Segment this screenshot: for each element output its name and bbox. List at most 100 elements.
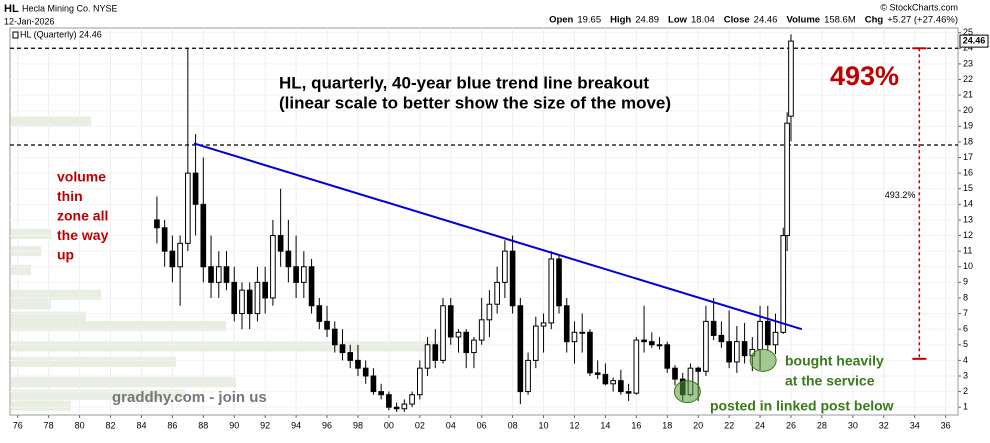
x-tick-label: 82 (106, 420, 116, 430)
x-tick-label: 78 (44, 420, 54, 430)
y-tick-label: 21 (963, 89, 973, 99)
y-tick-label: 19 (963, 121, 973, 131)
candle-body (784, 122, 790, 237)
candle-body (215, 266, 222, 283)
x-tick-label: 30 (848, 420, 858, 430)
quote-value: +5.27 (+27.46%) (887, 15, 958, 26)
candle-body (447, 305, 454, 338)
quote-value: 24.89 (635, 15, 659, 26)
candle-body (563, 305, 570, 343)
candle-body (579, 331, 586, 334)
volume-by-price-bar (11, 377, 236, 388)
candle-body (486, 303, 493, 321)
quote-label: Low (668, 15, 688, 26)
candle-body (393, 406, 400, 410)
y-tick-label: 4 (963, 355, 968, 365)
candle-body (324, 320, 330, 330)
posted-label: posted in linked post below (710, 398, 894, 414)
candle-body (362, 367, 369, 377)
volume-by-price-bar (11, 320, 226, 332)
bought-label: at the service (785, 373, 875, 389)
volume-note: thin (57, 188, 83, 204)
candle-body (432, 344, 439, 361)
x-tick-label: 18 (662, 420, 672, 430)
quote-label: High (610, 15, 631, 26)
candle-body (525, 359, 531, 393)
gain-label: 493% (830, 61, 899, 91)
candle-body (672, 367, 678, 380)
candle-body (463, 331, 470, 354)
y-tick-label: 24 (963, 43, 973, 53)
x-tick-label: 14 (600, 420, 610, 430)
candle-body (239, 289, 245, 315)
y-tick-label: 9 (963, 277, 968, 287)
candle-body (664, 344, 671, 369)
x-tick-label: 24 (755, 420, 765, 430)
quote-label: Open (549, 15, 573, 26)
quote-label: Close (724, 15, 750, 26)
y-tick-label: 13 (963, 214, 973, 224)
measure-label: 493.2% (885, 190, 916, 200)
candle-body (571, 331, 578, 343)
candle-body (641, 339, 647, 343)
x-tick-label: 80 (75, 420, 85, 430)
candle-body (494, 281, 500, 305)
x-tick-label: 36 (941, 420, 951, 430)
candle-body (455, 331, 462, 338)
candle-body (703, 320, 709, 372)
x-tick-label: 32 (879, 420, 889, 430)
candle-body (594, 372, 601, 375)
x-tick-label: 22 (724, 420, 734, 430)
y-tick-label: 11 (963, 246, 972, 256)
y-tick-label: 1 (963, 402, 968, 412)
candle-body (208, 266, 214, 283)
last-price-box (959, 34, 989, 48)
x-tick-label: 34 (910, 420, 920, 430)
last-price-label: 24.46 (963, 35, 986, 45)
highlight (749, 348, 777, 372)
candle-body (347, 352, 354, 361)
y-tick-label: 16 (963, 168, 973, 178)
volume-note: zone all (57, 208, 108, 224)
candle-body (254, 281, 261, 315)
candle-body (293, 266, 299, 283)
highlight (673, 380, 701, 404)
volume-by-price-bar (11, 341, 441, 352)
quote-label: Volume (786, 15, 820, 26)
x-tick-label: 76 (13, 420, 23, 430)
candle-body (424, 344, 431, 369)
candle-body (741, 341, 748, 357)
candle-body (231, 281, 238, 315)
candle-body (378, 391, 384, 396)
trend-line (193, 142, 803, 331)
company: Hecla Mining Co. NYSE (22, 3, 118, 13)
y-tick-label: 14 (963, 199, 973, 209)
candle-body (316, 305, 323, 322)
x-tick-label: 10 (539, 420, 549, 430)
volume-by-price-bar (11, 299, 51, 310)
candle-body (540, 322, 547, 327)
x-tick-label: 94 (291, 420, 301, 430)
candle-body (409, 394, 415, 405)
candle-body (177, 242, 183, 268)
plot: 76 78 80 82 84 86 88 90 92 94 96 98 00 02 04 06 08 10 12 14… (10, 27, 973, 430)
candle-body (509, 250, 516, 307)
x-tick-label: 90 (229, 420, 239, 430)
candle-body (764, 320, 771, 346)
x-tick-label: 06 (477, 420, 487, 430)
legend-icon (12, 31, 19, 39)
x-tick-label: 84 (136, 420, 146, 430)
volume-by-price-bar (11, 356, 176, 368)
x-tick-label: 86 (167, 420, 177, 430)
volume-by-price-bar (11, 400, 71, 411)
legend: HL (Quarterly) 24.46 (20, 29, 102, 39)
plot-frame (9, 27, 959, 416)
candle-body (648, 341, 655, 346)
candle-body (355, 359, 361, 369)
y-tick-label: 7 (963, 308, 968, 318)
candle-body (262, 281, 268, 299)
x-tick-label: 04 (446, 420, 456, 430)
volume-by-price-bar (11, 116, 91, 127)
candle-body (370, 375, 377, 393)
